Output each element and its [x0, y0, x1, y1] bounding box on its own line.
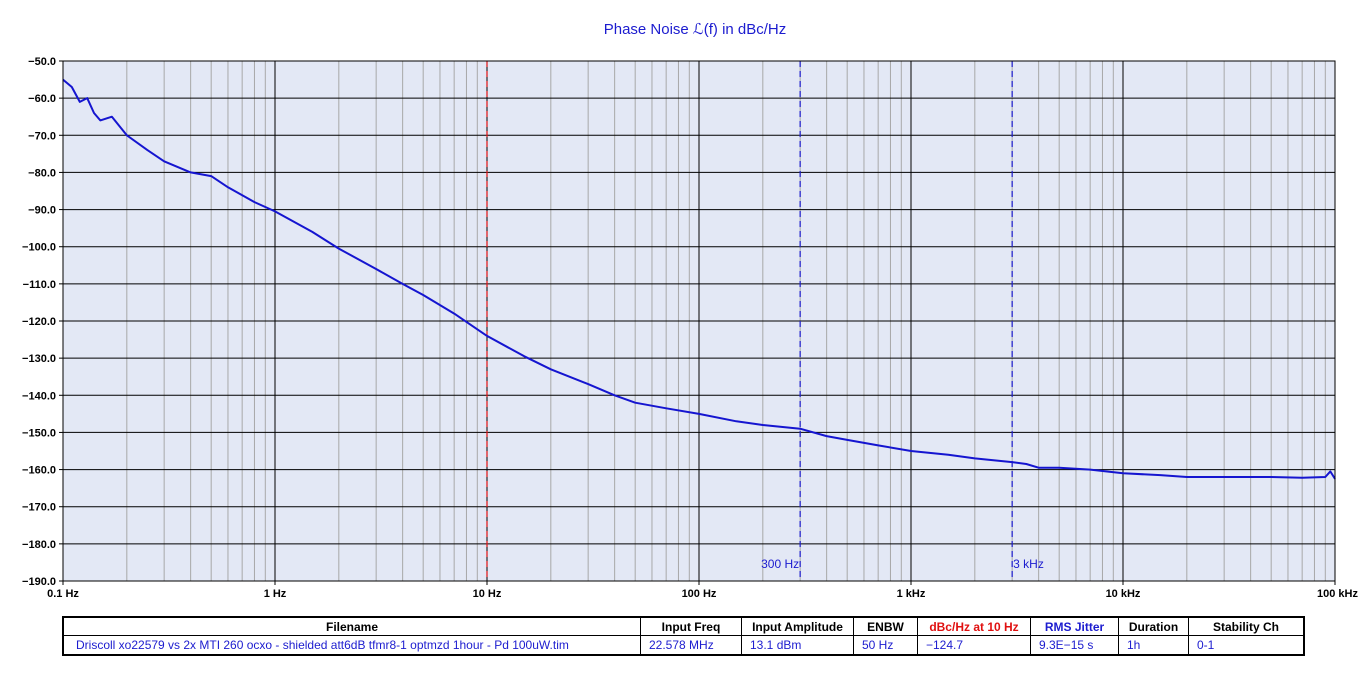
info-table-header-row: Filename Input Freq Input Amplitude ENBW…	[62, 616, 1305, 636]
x-tick-label: 10 Hz	[473, 588, 502, 600]
x-tick-label: 100 Hz	[682, 588, 717, 600]
header-rms-jitter: RMS Jitter	[1030, 616, 1119, 636]
grid-lines	[62, 60, 1336, 582]
value-input-amplitude: 13.1 dBm	[741, 635, 854, 656]
value-duration: 1h	[1118, 635, 1189, 656]
y-tick-label: −180.0	[22, 539, 56, 551]
y-tick-label: −100.0	[22, 242, 56, 254]
header-filename: Filename	[62, 616, 641, 636]
x-tick-label: 0.1 Hz	[47, 588, 79, 600]
x-tick-label: 1 kHz	[897, 588, 926, 600]
x-axis-ticks: 0.1 Hz 1 Hz 10 Hz 100 Hz 1 kHz 10 kHz 100 kHz	[47, 581, 1358, 600]
header-input-amplitude: Input Amplitude	[741, 616, 854, 636]
marker-lines: 300 Hz 3 kHz	[486, 61, 1044, 581]
value-rms-jitter: 9.3E−15 s	[1030, 635, 1119, 656]
y-tick-label: −90.0	[28, 205, 56, 217]
phase-noise-chart: Phase Noise ℒ(f) in dBc/Hz 300 Hz 3 kHz −…	[22, 21, 1358, 600]
marker-label: 300 Hz	[761, 557, 799, 571]
value-filename: Driscoll xo22579 vs 2x MTI 260 ocxo - sh…	[62, 635, 641, 656]
y-tick-label: −60.0	[28, 93, 56, 105]
measurement-info-table: Filename Input Freq Input Amplitude ENBW…	[62, 616, 1305, 656]
y-tick-label: −70.0	[28, 130, 56, 142]
y-tick-label: −140.0	[22, 390, 56, 402]
y-tick-label: −80.0	[28, 167, 56, 179]
y-tick-label: −130.0	[22, 353, 56, 365]
y-tick-label: −190.0	[22, 576, 56, 588]
header-enbw: ENBW	[853, 616, 918, 636]
header-duration: Duration	[1118, 616, 1189, 636]
value-stability-ch: 0-1	[1188, 635, 1305, 656]
value-enbw: 50 Hz	[853, 635, 918, 656]
x-tick-label: 10 kHz	[1106, 588, 1141, 600]
y-tick-label: −170.0	[22, 502, 56, 514]
header-stability-ch: Stability Ch	[1188, 616, 1305, 636]
x-tick-label: 1 Hz	[264, 588, 287, 600]
y-tick-label: −150.0	[22, 427, 56, 439]
phase-noise-series-line	[62, 78, 1336, 480]
info-table-value-row: Driscoll xo22579 vs 2x MTI 260 ocxo - sh…	[62, 635, 1305, 656]
series-layer	[62, 78, 1336, 480]
y-tick-label: −160.0	[22, 465, 56, 477]
y-tick-label: −120.0	[22, 316, 56, 328]
chart-title: Phase Noise ℒ(f) in dBc/Hz	[604, 21, 787, 38]
y-tick-label: −110.0	[23, 279, 56, 291]
y-tick-label: −50.0	[28, 56, 56, 68]
value-input-freq: 22.578 MHz	[640, 635, 742, 656]
y-axis-ticks: −50.0 −60.0 −70.0 −80.0 −90.0 −100.0 −110.0 −12…	[22, 56, 63, 588]
x-tick-label: 100 kHz	[1317, 588, 1358, 600]
value-dbc-at-10hz: −124.7	[917, 635, 1031, 656]
header-dbc-at-10hz: dBc/Hz at 10 Hz	[917, 616, 1031, 636]
marker-label: 3 kHz	[1013, 557, 1044, 571]
header-input-freq: Input Freq	[640, 616, 742, 636]
